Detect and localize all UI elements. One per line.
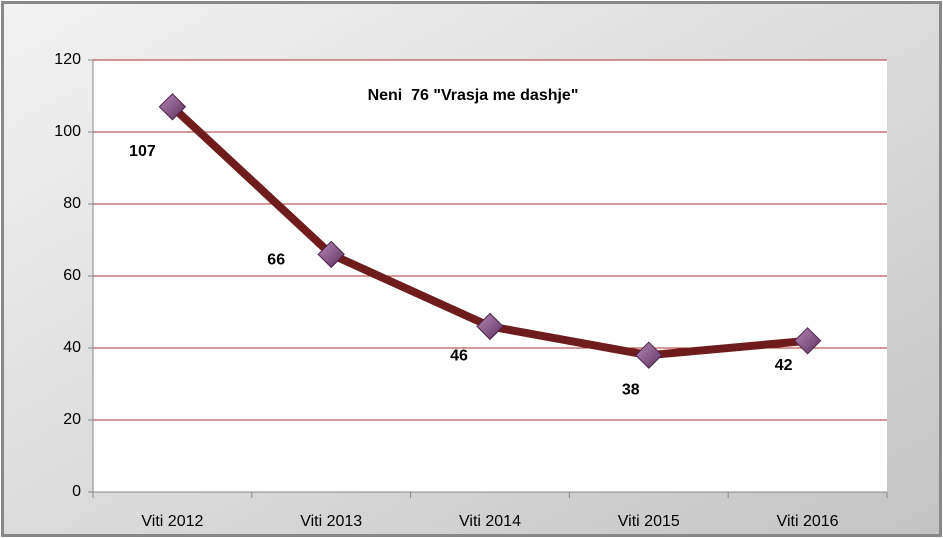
- y-tick-label: 80: [63, 195, 81, 212]
- data-label: 42: [775, 357, 793, 374]
- marker: [793, 327, 822, 355]
- marker: [158, 93, 187, 121]
- y-tick-label: 20: [63, 411, 81, 428]
- y-tick-label: 120: [54, 51, 81, 68]
- y-tick-label: 60: [63, 267, 81, 284]
- marker: [476, 312, 504, 341]
- data-label: 46: [450, 348, 468, 365]
- x-tick-label: Viti 2016: [777, 513, 839, 530]
- x-tick-label: Viti 2015: [618, 513, 680, 530]
- chart-title: Neni 76 "Vrasja me dashje": [368, 87, 579, 104]
- data-label: 38: [622, 381, 640, 398]
- marker: [317, 240, 345, 269]
- y-tick-label: 100: [54, 123, 81, 140]
- marker: [635, 341, 663, 369]
- y-tick-label: 40: [63, 339, 81, 356]
- data-label: 66: [267, 252, 285, 269]
- data-label: 107: [129, 143, 156, 160]
- y-tick-label: 0: [72, 483, 81, 500]
- x-tick-label: Viti 2012: [141, 513, 203, 530]
- x-tick-label: Viti 2013: [300, 513, 362, 530]
- x-tick-label: Viti 2014: [459, 513, 521, 530]
